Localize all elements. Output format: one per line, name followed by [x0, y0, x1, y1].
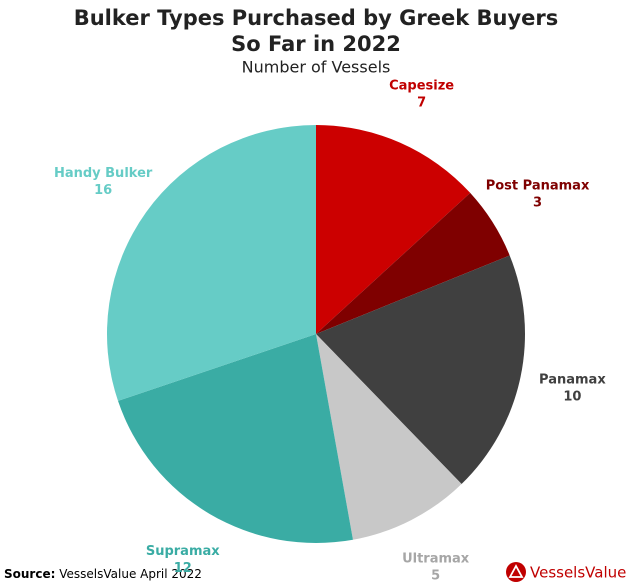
pie-slice	[316, 192, 510, 334]
slice-value: 12	[174, 561, 192, 576]
pie-slice	[316, 255, 525, 484]
chart-title: So Far in 2022	[231, 32, 401, 56]
chart-title: Bulker Types Purchased by Greek Buyers	[74, 6, 559, 30]
source-text: VesselsValue April 2022	[59, 567, 202, 581]
pie	[107, 125, 525, 543]
source: Source: VesselsValue April 2022	[4, 567, 202, 581]
slice-label: Handy Bulker	[54, 166, 153, 181]
slice-value: 7	[417, 96, 426, 111]
logo: VesselsValue	[506, 562, 626, 582]
slice-label: Panamax	[539, 372, 606, 387]
pie-slice	[316, 334, 462, 540]
chart-subtitle: Number of Vessels	[242, 58, 391, 77]
slice-label: Supramax	[146, 544, 220, 559]
slice-value: 3	[533, 196, 542, 211]
slice-value: 5	[431, 569, 440, 584]
slice-label: Ultramax	[402, 552, 470, 567]
pie-slice	[107, 125, 316, 401]
pie-slice	[316, 125, 471, 334]
logo-text: VesselsValue	[530, 564, 626, 582]
source-label: Source:	[4, 567, 55, 581]
pie-slice	[118, 334, 353, 543]
slice-label: Capesize	[389, 79, 454, 94]
slice-value: 10	[563, 389, 581, 404]
slice-label: Post Panamax	[486, 179, 590, 194]
logo-icon	[508, 564, 524, 578]
slice-value: 16	[94, 183, 112, 198]
